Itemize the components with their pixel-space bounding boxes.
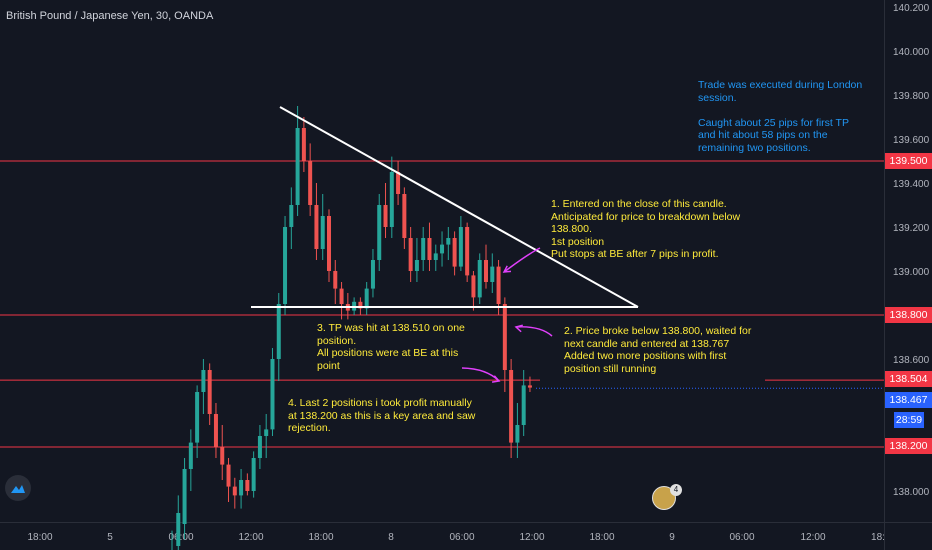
price-tick-label: 140.200: [893, 3, 930, 14]
candle-body: [477, 260, 482, 298]
candle-body: [396, 172, 401, 194]
time-tick-label: 12:00: [238, 532, 263, 543]
candle-body: [433, 253, 438, 260]
candle-body: [370, 260, 375, 289]
time-tick-label: 18:: [871, 532, 885, 543]
time-tick-label: 8: [388, 532, 394, 543]
arrow-breakdown: [514, 324, 553, 337]
price-tag-current: 138.467: [885, 392, 932, 408]
price-tick-label: 138.000: [893, 487, 930, 498]
candle-body: [320, 216, 325, 249]
candle-body: [207, 370, 212, 414]
candle-body: [301, 128, 306, 161]
candle-body: [220, 447, 225, 465]
candle-body: [427, 238, 432, 260]
price-tick-label: 139.000: [893, 267, 930, 278]
price-tag-139500: 139.500: [885, 153, 932, 169]
candle-body: [496, 266, 501, 304]
countdown-tag: 28:59: [894, 412, 924, 428]
candle-body: [364, 288, 369, 309]
candle-body: [358, 301, 363, 309]
candle-body: [333, 271, 338, 289]
time-tick-label: 18:00: [27, 532, 52, 543]
annotation-summary-note[interactable]: Trade was executed during London session…: [698, 79, 863, 154]
time-tick-label: 5: [107, 532, 113, 543]
candle-body: [226, 464, 231, 487]
price-tag-138200: 138.200: [885, 438, 932, 454]
candle-body: [471, 275, 476, 298]
candle-body: [452, 238, 457, 267]
price-tag-138800: 138.800: [885, 307, 932, 323]
candle-body: [270, 359, 275, 430]
tradingview-logo-icon[interactable]: [5, 475, 31, 501]
candle-body: [440, 244, 445, 254]
price-tag-138504: 138.504: [885, 371, 932, 387]
candle-body: [213, 414, 218, 447]
candle-body: [188, 442, 193, 469]
price-tick-label: 139.400: [893, 179, 930, 190]
candle-body: [276, 304, 281, 359]
candle-body: [308, 161, 313, 205]
time-tick-label: 06:00: [449, 532, 474, 543]
avatar-count-badge: 4: [670, 484, 682, 496]
candle-body: [408, 238, 413, 271]
candle-body: [389, 172, 394, 227]
candle-body: [383, 205, 388, 227]
price-tick-label: 140.000: [893, 47, 930, 58]
time-tick-label: 9: [669, 532, 675, 543]
candle-body: [283, 227, 288, 304]
candle-body: [377, 205, 382, 260]
price-tick-label: 139.600: [893, 135, 930, 146]
candle-body: [295, 128, 300, 205]
annotation-entry-note[interactable]: 1. Entered on the close of this candle. …: [551, 198, 741, 260]
candle-body: [458, 227, 463, 267]
candle-body: [314, 205, 319, 249]
candle-body: [182, 469, 187, 524]
candle-body: [465, 227, 470, 276]
candle-body: [515, 425, 520, 443]
candle-body: [490, 266, 495, 282]
candle-body: [402, 194, 407, 238]
candle-body: [484, 260, 488, 282]
arrow-entry: [502, 247, 541, 273]
candle-body: [414, 260, 419, 271]
candle-body: [289, 205, 294, 227]
candle-body: [339, 288, 344, 304]
candle-body: [446, 238, 451, 245]
candle-body: [509, 370, 514, 443]
candle-body: [245, 480, 250, 491]
time-tick-label: 12:00: [519, 532, 544, 543]
candle-body: [251, 458, 256, 491]
candle-body: [201, 370, 206, 392]
price-tick-label: 139.200: [893, 223, 930, 234]
arrow-tp: [461, 367, 501, 383]
candle-body: [502, 304, 507, 370]
price-tick-label: 139.800: [893, 91, 930, 102]
candle-body: [521, 385, 526, 425]
time-tick-label: 06:00: [729, 532, 754, 543]
candle-body: [239, 480, 244, 496]
candle-body: [421, 238, 426, 260]
candle-body: [327, 216, 331, 271]
candle-body: [527, 385, 532, 388]
candle-body: [195, 392, 200, 443]
annotation-tp-note[interactable]: 3. TP was hit at 138.510 on one position…: [317, 322, 465, 372]
candle-body: [264, 429, 269, 436]
candle-body: [232, 486, 237, 496]
annotation-profit-note[interactable]: 4. Last 2 positions i took profit manual…: [288, 397, 476, 434]
time-tick-label: 06:00: [168, 532, 193, 543]
descending-trendline: [279, 106, 639, 308]
time-tick-label: 12:00: [800, 532, 825, 543]
time-tick-label: 18:00: [308, 532, 333, 543]
time-tick-label: 18:00: [589, 532, 614, 543]
annotation-breakdown-note[interactable]: 2. Price broke below 138.800, waited for…: [564, 325, 752, 375]
price-tick-label: 138.600: [893, 355, 930, 366]
symbol-title: British Pound / Japanese Yen, 30, OANDA: [6, 10, 214, 22]
candle-body: [176, 513, 181, 546]
candle-body: [257, 436, 262, 458]
